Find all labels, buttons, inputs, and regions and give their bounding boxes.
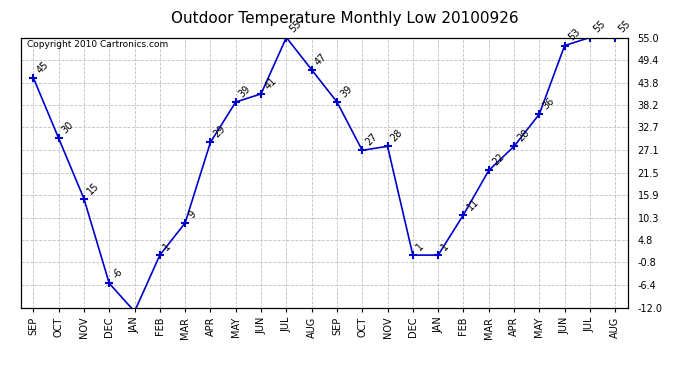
Text: 55: 55 (288, 19, 304, 35)
Text: 39: 39 (237, 84, 253, 99)
Text: 1: 1 (414, 241, 426, 252)
Text: 39: 39 (338, 84, 354, 99)
Text: Copyright 2010 Cartronics.com: Copyright 2010 Cartronics.com (27, 40, 168, 49)
Text: 28: 28 (515, 128, 531, 144)
Text: 27: 27 (364, 132, 380, 147)
Text: 36: 36 (541, 96, 556, 111)
Text: 1: 1 (161, 241, 172, 252)
Text: 22: 22 (490, 152, 506, 168)
Text: 45: 45 (34, 59, 50, 75)
Text: 9: 9 (186, 209, 198, 220)
Text: 29: 29 (212, 124, 228, 140)
Text: 15: 15 (86, 180, 101, 196)
Text: 28: 28 (389, 128, 405, 144)
Text: 47: 47 (313, 51, 329, 67)
Text: Outdoor Temperature Monthly Low 20100926: Outdoor Temperature Monthly Low 20100926 (171, 11, 519, 26)
Text: 11: 11 (465, 196, 480, 212)
Text: 30: 30 (60, 120, 76, 135)
Text: -6: -6 (110, 267, 124, 280)
Text: 55: 55 (591, 19, 607, 35)
Text: 53: 53 (566, 27, 582, 43)
Text: 1: 1 (440, 241, 451, 252)
Text: 41: 41 (262, 75, 278, 91)
Text: -13: -13 (0, 374, 1, 375)
Text: 55: 55 (617, 19, 633, 35)
